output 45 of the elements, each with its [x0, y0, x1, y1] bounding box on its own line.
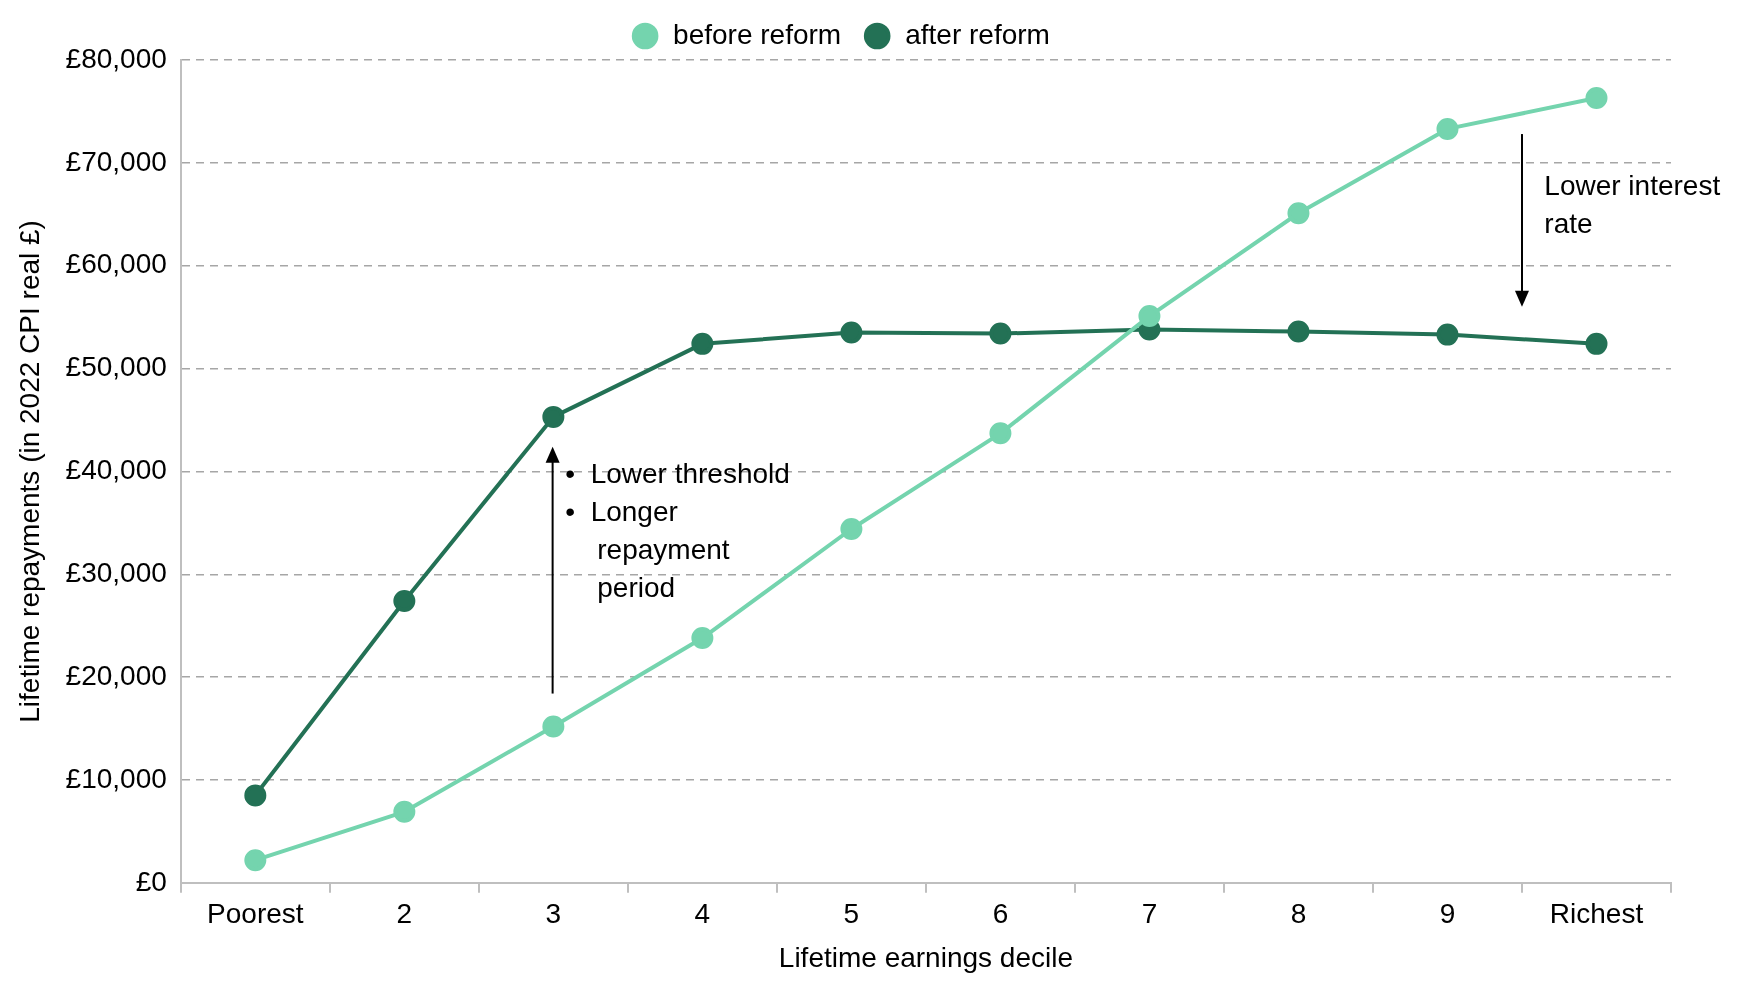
y-axis-title: Lifetime repayments (in 2022 CPI real £) — [13, 220, 45, 723]
point — [244, 784, 267, 807]
x-tick-label: 2 — [396, 898, 413, 930]
point — [1287, 320, 1310, 343]
x-axis-title: Lifetime earnings decile — [778, 941, 1073, 973]
point — [244, 849, 267, 872]
point — [989, 422, 1012, 445]
annotation: • Lower threshold — [565, 456, 791, 491]
y-tick-label: £20,000 — [65, 659, 167, 691]
point — [542, 405, 565, 428]
point — [1436, 117, 1459, 140]
x-tick-label: 9 — [1439, 898, 1456, 930]
point — [1287, 202, 1310, 225]
y-tick-label: £50,000 — [65, 351, 167, 383]
y-tick-label: £0 — [135, 865, 167, 897]
x-tick-label: 5 — [843, 898, 860, 930]
legend-label: after reform — [905, 18, 1050, 50]
point — [1436, 323, 1459, 346]
x-tick-label: 8 — [1290, 898, 1307, 930]
x-tick-label: 6 — [992, 898, 1009, 930]
x-tick-label: 3 — [545, 898, 562, 930]
legend-label: before reform — [673, 18, 842, 50]
point — [1138, 305, 1161, 328]
y-tick-label: £40,000 — [65, 454, 167, 486]
y-tick-label: £10,000 — [65, 762, 167, 794]
annotation: • Longer repayment period — [565, 494, 731, 605]
y-tick-label: £70,000 — [65, 145, 167, 177]
point — [840, 321, 863, 344]
point — [840, 518, 863, 540]
point — [1585, 332, 1608, 355]
point — [393, 589, 416, 612]
x-tick-label: 7 — [1141, 898, 1158, 930]
annotation: Lower interest rate — [1544, 168, 1722, 241]
x-tick-label: Poorest — [207, 898, 304, 930]
point — [691, 332, 714, 355]
point — [989, 322, 1012, 345]
y-tick-label: £30,000 — [65, 556, 167, 588]
point — [691, 627, 714, 650]
point — [393, 800, 416, 823]
x-tick-label: 4 — [694, 898, 711, 930]
point — [1585, 87, 1608, 110]
x-tick-label: Richest — [1549, 898, 1644, 930]
point — [542, 715, 565, 738]
y-tick-label: £60,000 — [65, 248, 167, 280]
y-tick-label: £80,000 — [65, 42, 167, 74]
